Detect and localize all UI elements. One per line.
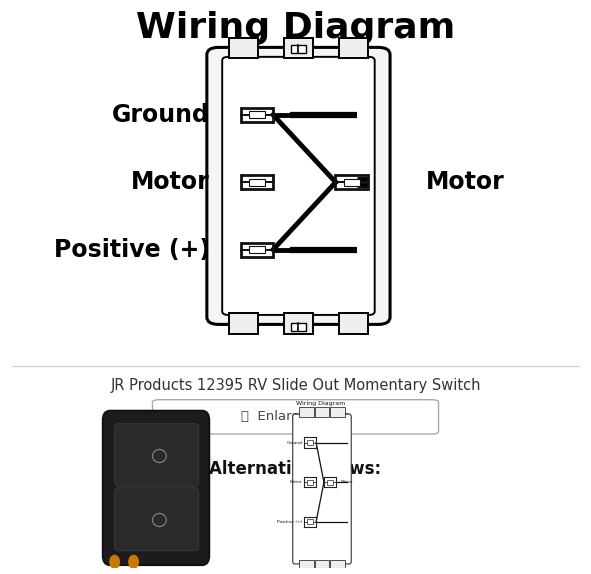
FancyBboxPatch shape	[222, 57, 375, 315]
Bar	[330, 560, 345, 569]
Text: Ground: Ground	[287, 441, 303, 444]
Text: Positive (+): Positive (+)	[54, 238, 210, 262]
FancyBboxPatch shape	[152, 400, 439, 434]
Bar	[339, 313, 368, 333]
Text: ○: ○	[151, 445, 168, 464]
Circle shape	[110, 556, 119, 568]
Bar	[249, 179, 265, 186]
Bar	[330, 408, 345, 417]
Bar	[284, 313, 313, 333]
Bar	[249, 246, 265, 253]
Text: 🔍  Enlarge photo: 🔍 Enlarge photo	[241, 410, 350, 424]
Bar	[299, 408, 313, 417]
Text: Ground: Ground	[112, 103, 210, 127]
Text: Positive (+): Positive (+)	[277, 520, 303, 523]
FancyBboxPatch shape	[103, 411, 209, 565]
Text: Motor: Motor	[131, 170, 210, 194]
Text: Motor: Motor	[426, 170, 504, 194]
Bar	[343, 179, 360, 186]
Bar	[307, 519, 313, 525]
Bar	[229, 313, 258, 333]
Bar	[229, 38, 258, 59]
Bar	[249, 111, 265, 118]
Bar	[299, 560, 313, 569]
Text: Motor: Motor	[340, 480, 353, 484]
FancyBboxPatch shape	[293, 414, 351, 564]
Bar	[284, 38, 313, 59]
Bar	[327, 480, 333, 484]
Bar	[307, 480, 313, 484]
Bar	[291, 45, 306, 53]
Text: Motor: Motor	[290, 480, 303, 484]
FancyBboxPatch shape	[115, 488, 199, 550]
Bar	[307, 440, 313, 445]
Circle shape	[129, 556, 138, 568]
Text: Wiring Diagram: Wiring Diagram	[296, 401, 345, 406]
Text: Alternative Views:: Alternative Views:	[209, 460, 382, 478]
Text: JR Products 12395 RV Slide Out Momentary Switch: JR Products 12395 RV Slide Out Momentary…	[111, 378, 480, 393]
Bar	[339, 38, 368, 59]
Bar	[315, 408, 329, 417]
Text: ○: ○	[151, 510, 168, 529]
Text: Wiring Diagram: Wiring Diagram	[136, 11, 455, 45]
FancyBboxPatch shape	[115, 424, 199, 486]
Bar	[315, 560, 329, 569]
FancyBboxPatch shape	[207, 48, 390, 324]
Bar	[291, 323, 306, 331]
